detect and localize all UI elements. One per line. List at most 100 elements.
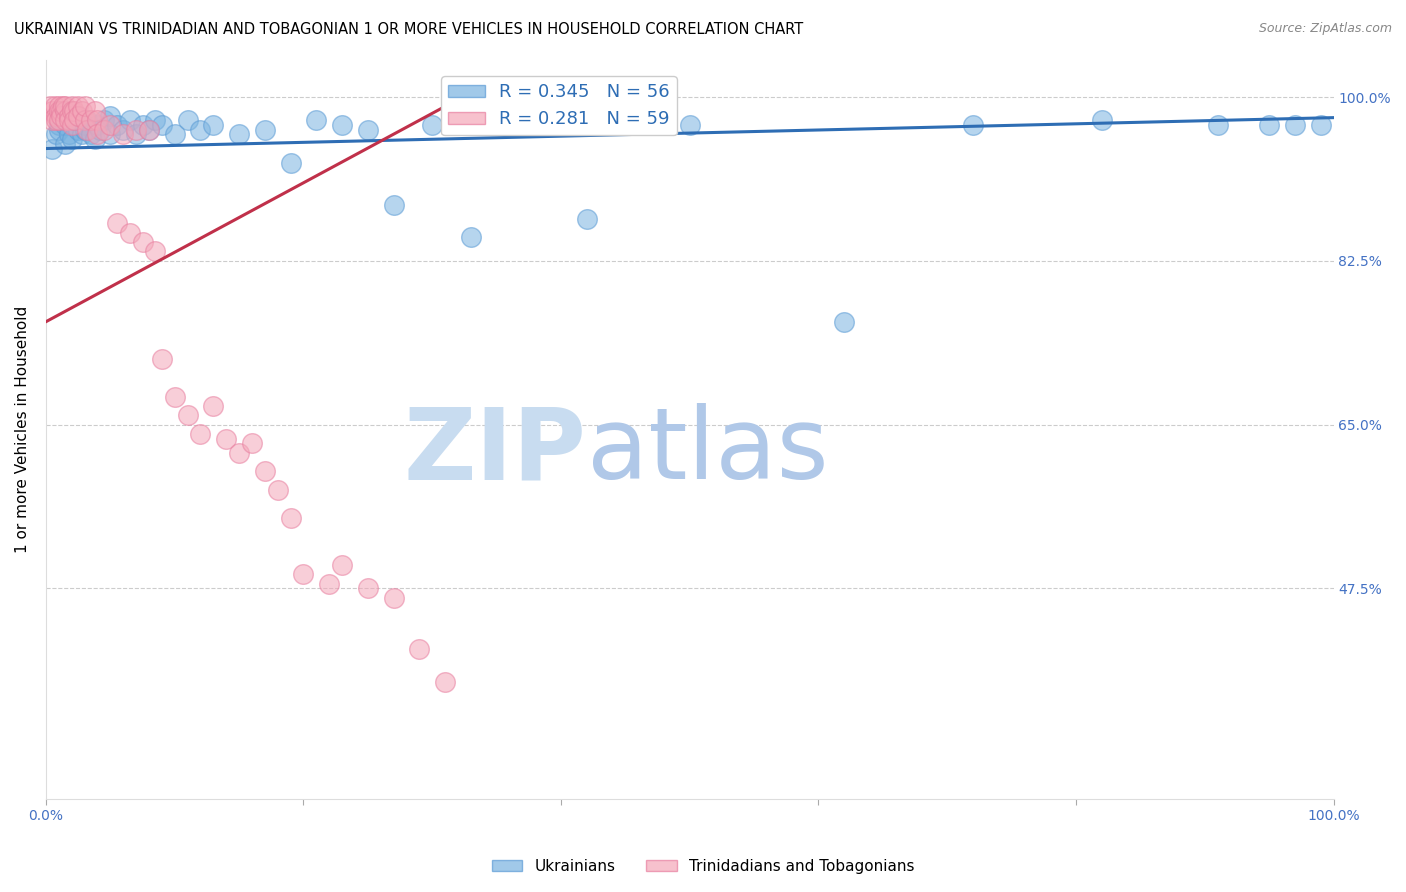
Point xyxy=(67,99,90,113)
Point xyxy=(434,675,457,690)
Point xyxy=(80,113,103,128)
Point xyxy=(145,244,167,259)
Point xyxy=(63,104,86,119)
Point xyxy=(53,136,76,151)
Legend: R = 0.345   N = 56, R = 0.281   N = 59: R = 0.345 N = 56, R = 0.281 N = 59 xyxy=(441,76,676,136)
Point xyxy=(86,128,108,142)
Point xyxy=(125,123,148,137)
Text: ZIP: ZIP xyxy=(404,403,586,500)
Point xyxy=(41,142,63,156)
Point xyxy=(52,99,75,113)
Point xyxy=(163,390,186,404)
Point xyxy=(145,113,167,128)
Point xyxy=(73,118,96,132)
Point xyxy=(176,113,198,128)
Point xyxy=(190,123,212,137)
Point xyxy=(382,197,405,211)
Point xyxy=(48,113,70,128)
Point xyxy=(48,99,70,113)
Point xyxy=(131,118,153,132)
Point xyxy=(105,118,128,132)
Text: Source: ZipAtlas.com: Source: ZipAtlas.com xyxy=(1258,22,1392,36)
Point xyxy=(98,109,121,123)
Point xyxy=(305,113,328,128)
Point xyxy=(63,118,86,132)
Point xyxy=(118,226,141,240)
Point xyxy=(215,432,238,446)
Point xyxy=(41,113,63,128)
Point xyxy=(240,436,263,450)
Point xyxy=(253,123,276,137)
Point xyxy=(38,99,60,113)
Point xyxy=(202,399,225,413)
Point xyxy=(176,409,198,423)
Point xyxy=(1309,118,1331,132)
Point xyxy=(280,155,302,169)
Point xyxy=(125,128,148,142)
Point xyxy=(53,113,76,128)
Point xyxy=(1206,118,1229,132)
Point xyxy=(76,123,98,137)
Point xyxy=(45,113,67,128)
Point xyxy=(408,642,430,657)
Point xyxy=(318,576,340,591)
Point xyxy=(524,113,547,128)
Point xyxy=(280,511,302,525)
Point xyxy=(89,123,111,137)
Point xyxy=(45,109,67,123)
Point xyxy=(150,118,173,132)
Point xyxy=(63,113,86,128)
Point xyxy=(93,123,115,137)
Point xyxy=(70,128,93,142)
Point xyxy=(575,211,598,226)
Point xyxy=(832,315,855,329)
Point xyxy=(51,104,73,119)
Point xyxy=(138,123,160,137)
Point xyxy=(41,104,63,119)
Point xyxy=(80,128,103,142)
Point xyxy=(382,591,405,605)
Point xyxy=(44,99,66,113)
Point xyxy=(73,99,96,113)
Point xyxy=(51,113,73,128)
Point xyxy=(60,113,83,128)
Point xyxy=(76,113,98,128)
Point xyxy=(357,123,380,137)
Point xyxy=(93,113,115,128)
Point xyxy=(83,104,105,119)
Point xyxy=(112,123,135,137)
Point xyxy=(330,558,353,572)
Point xyxy=(83,132,105,146)
Point xyxy=(86,118,108,132)
Point xyxy=(420,118,443,132)
Point xyxy=(67,123,90,137)
Point xyxy=(228,128,250,142)
Point xyxy=(98,118,121,132)
Point xyxy=(485,118,508,132)
Point xyxy=(60,104,83,119)
Point xyxy=(53,99,76,113)
Point xyxy=(330,118,353,132)
Point xyxy=(48,123,70,137)
Point xyxy=(48,118,70,132)
Point xyxy=(60,118,83,132)
Text: atlas: atlas xyxy=(586,403,828,500)
Point xyxy=(73,123,96,137)
Point xyxy=(58,128,80,142)
Text: UKRAINIAN VS TRINIDADIAN AND TOBAGONIAN 1 OR MORE VEHICLES IN HOUSEHOLD CORRELAT: UKRAINIAN VS TRINIDADIAN AND TOBAGONIAN … xyxy=(14,22,803,37)
Point xyxy=(112,128,135,142)
Point xyxy=(150,352,173,367)
Point xyxy=(267,483,290,498)
Y-axis label: 1 or more Vehicles in Household: 1 or more Vehicles in Household xyxy=(15,306,30,553)
Point xyxy=(58,113,80,128)
Point xyxy=(253,465,276,479)
Point xyxy=(357,582,380,596)
Point xyxy=(105,216,128,230)
Point xyxy=(131,235,153,249)
Point xyxy=(190,427,212,442)
Point xyxy=(53,118,76,132)
Point xyxy=(163,128,186,142)
Point xyxy=(1258,118,1281,132)
Point xyxy=(53,104,76,119)
Point xyxy=(60,99,83,113)
